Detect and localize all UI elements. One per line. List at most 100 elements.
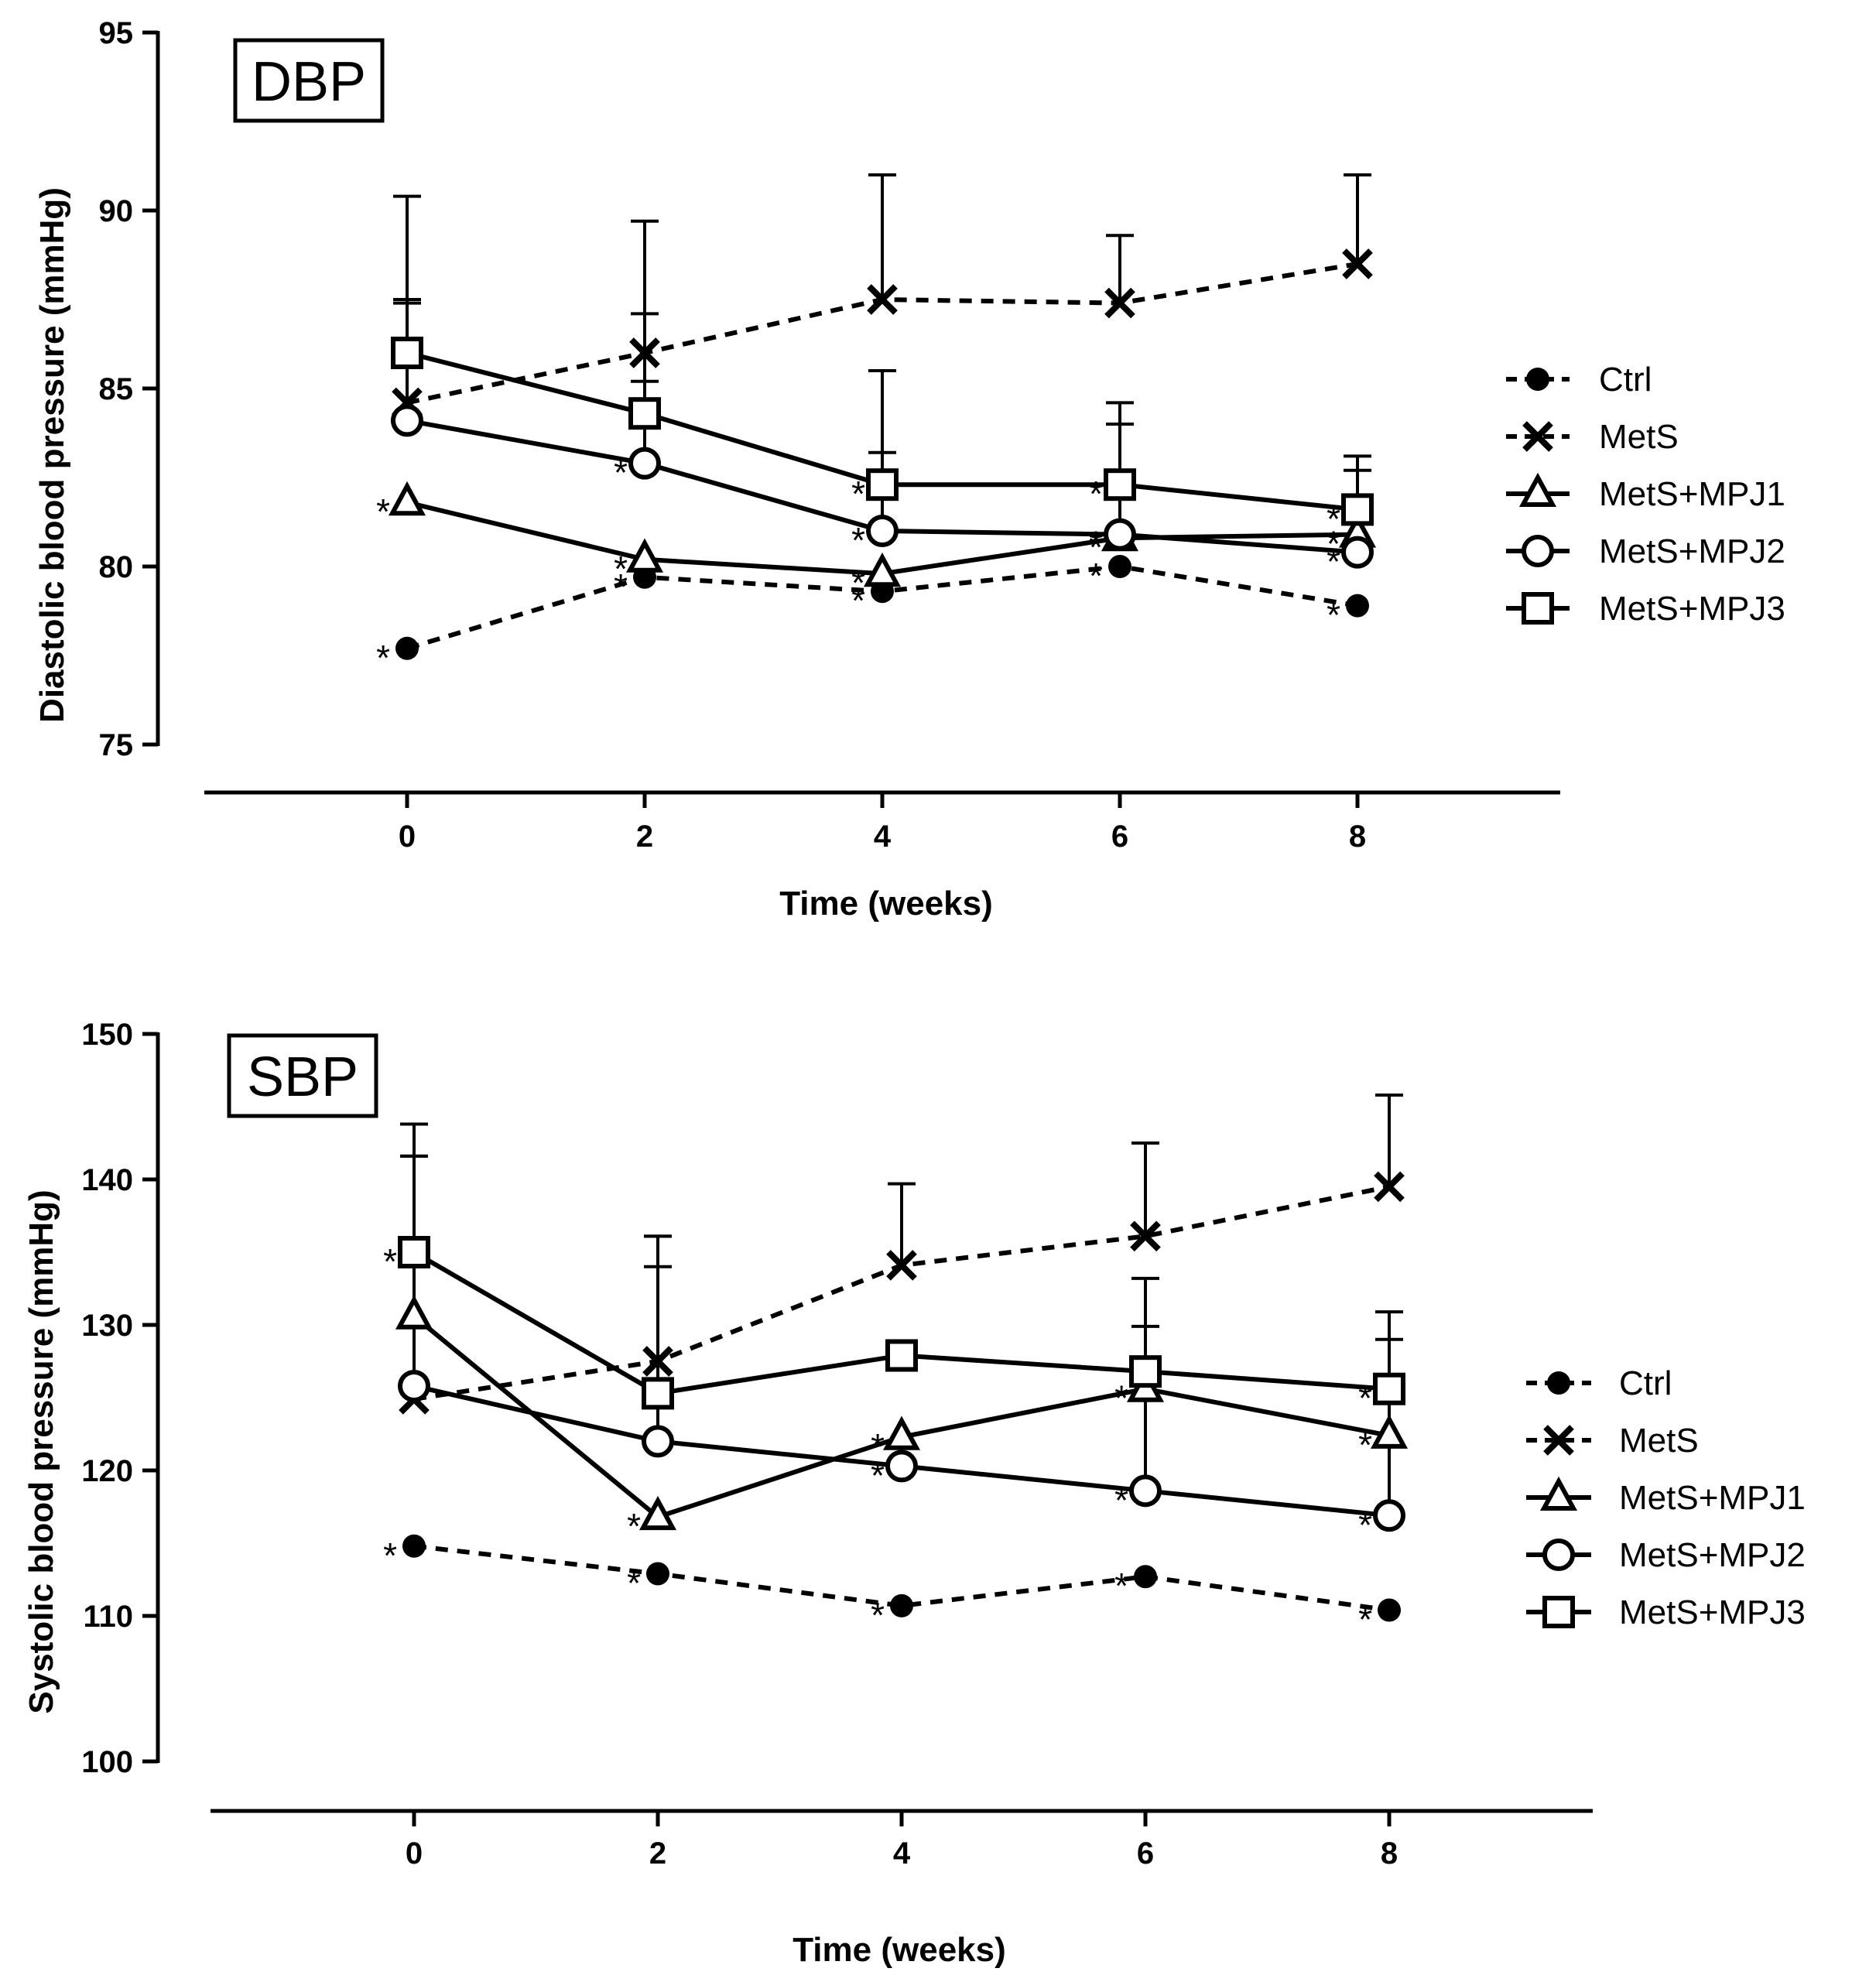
sbp-legend-label-mets-mpj3: MetS+MPJ3 [1619, 1593, 1806, 1631]
sbp-point-ctrl [1378, 1598, 1401, 1622]
dbp-significance-star-mets-mpj2: * [614, 453, 628, 493]
sbp-significance-star-mets-mpj1: * [627, 1506, 641, 1546]
dbp-point-mets-mpj2 [391, 404, 423, 437]
dbp-legend-marker-mets-mpj3 [1522, 592, 1554, 625]
sbp-point-ctrl [890, 1593, 913, 1617]
sbp-significance-star-ctrl: * [871, 1595, 885, 1635]
sbp-point-mets-mpj1 [395, 1295, 433, 1330]
sbp-x-tick-label: 0 [406, 1836, 423, 1871]
dbp-x-tick-label: 8 [1349, 820, 1366, 854]
sbp-series-line-ctrl [413, 1543, 1390, 1613]
dbp-significance-star-mets-mpj1: * [851, 563, 865, 603]
sbp-panel-label-box [227, 1033, 378, 1118]
sbp-y-tick-label: 140 [81, 1163, 133, 1197]
dbp-significance-star-mets-mpj1: * [614, 549, 628, 589]
sbp-series-line-mets-mpj3 [413, 1250, 1390, 1396]
sbp-axes: 100 110 120 130 140 150 0 2 4 6 8 [81, 1018, 1593, 1871]
dbp-significance-star-ctrl: * [851, 580, 865, 621]
dbp-point-mets [867, 284, 898, 315]
sbp-significance-star-mets-mpj1: * [1114, 1378, 1128, 1419]
dbp-panel-label: DBP [252, 51, 366, 113]
dbp-point-ctrl [1346, 594, 1369, 618]
sbp-point-mets-mpj3 [885, 1339, 918, 1372]
dbp-legend-label-mets-mpj2: MetS+MPJ2 [1599, 532, 1785, 570]
sbp-point-mets-mpj2 [398, 1369, 430, 1402]
dbp-significance-star-mets-mpj3: * [1089, 474, 1103, 514]
sbp-point-ctrl [402, 1534, 426, 1558]
dbp-point-mets-mpj2 [628, 447, 661, 480]
sbp-x-tick-label: 4 [893, 1836, 911, 1871]
dbp-legend-marker-mets-mpj2 [1522, 535, 1554, 567]
dbp-significance-star-ctrl: * [1089, 556, 1103, 596]
sbp-chart-panel: SBP Systolic blood pressure (mmHg) Time … [22, 1018, 1806, 1969]
dbp-y-axis-title: Diastolic blood pressure (mmHg) [33, 187, 71, 723]
dbp-x-tick-label: 4 [874, 820, 892, 854]
dbp-x-axis-title: Time (weeks) [779, 885, 993, 922]
sbp-point-mets-mpj1 [1370, 1414, 1409, 1449]
sbp-point-ctrl [1134, 1565, 1157, 1589]
sbp-point-mets [642, 1346, 673, 1377]
sbp-significance-star-mets-mpj2: * [1114, 1480, 1128, 1520]
dbp-legend: Ctrl MetS MetS+MPJ1 MetS+MPJ2 MetS+MPJ3 [1506, 361, 1785, 628]
sbp-point-ctrl [646, 1562, 669, 1586]
dbp-point-mets-mpj3 [1104, 468, 1136, 501]
sbp-y-tick-label: 150 [81, 1018, 133, 1052]
sbp-significance-star-ctrl: * [383, 1535, 397, 1576]
dbp-point-mets-mpj3 [866, 468, 899, 501]
sbp-significance-star-ctrl: * [1114, 1566, 1128, 1606]
dbp-y-tick-label: 75 [99, 728, 134, 762]
dbp-point-ctrl [1108, 555, 1131, 578]
dbp-point-mets-mpj2 [866, 515, 899, 547]
dbp-legend-label-mets: MetS [1599, 418, 1679, 456]
dbp-y-tick-label: 85 [99, 372, 134, 406]
dbp-panel-label-box [233, 38, 385, 123]
dbp-point-mets-mpj1 [863, 552, 902, 587]
sbp-significance-star-mets-mpj3: * [1358, 1378, 1372, 1419]
sbp-legend-marker-mets-mpj3 [1542, 1596, 1575, 1628]
dbp-point-mets-mpj3 [628, 397, 661, 430]
dbp-significance-star-mets-mpj1: * [1089, 527, 1103, 567]
dbp-significance-star-mets-mpj2: * [1327, 542, 1340, 582]
sbp-legend-marker-mets [1543, 1425, 1574, 1456]
sbp-point-mets-mpj3 [1373, 1372, 1405, 1405]
dbp-legend-marker-ctrl [1526, 368, 1549, 391]
sbp-significance-star-ctrl: * [627, 1563, 641, 1603]
sbp-panel-label: SBP [247, 1046, 358, 1108]
sbp-legend-label-ctrl: Ctrl [1619, 1364, 1672, 1402]
sbp-point-mets-mpj2 [885, 1450, 918, 1483]
sbp-point-mets-mpj1 [882, 1415, 921, 1450]
sbp-legend-label-mets: MetS [1619, 1422, 1699, 1460]
sbp-legend-marker-mets-mpj1 [1539, 1476, 1578, 1511]
sbp-y-tick-label: 130 [81, 1309, 133, 1343]
dbp-legend-label-ctrl: Ctrl [1599, 361, 1652, 399]
dbp-significance-star-ctrl: * [614, 566, 628, 607]
dbp-point-mets-mpj2 [1341, 536, 1374, 569]
sbp-significance-star-mets-mpj1: * [871, 1426, 885, 1467]
dbp-significance-star-mets-mpj1: * [376, 491, 390, 532]
sbp-plot-area: ************** [383, 1093, 1409, 1639]
sbp-y-tick-label: 110 [83, 1600, 133, 1634]
sbp-y-axis-title: Systolic blood pressure (mmHg) [22, 1189, 60, 1713]
sbp-point-mets-mpj3 [1129, 1355, 1162, 1388]
dbp-axes: 75 80 85 90 95 0 2 4 6 8 [99, 16, 1560, 854]
sbp-point-mets-mpj2 [1129, 1474, 1162, 1508]
dbp-x-tick-label: 2 [636, 820, 653, 854]
sbp-point-mets-mpj3 [398, 1236, 430, 1268]
dbp-significance-star-mets-mpj3: * [851, 474, 865, 514]
sbp-legend: Ctrl MetS MetS+MPJ1 MetS+MPJ2 MetS+MPJ3 [1526, 1364, 1806, 1631]
dbp-significance-star-mets-mpj2: * [851, 520, 865, 560]
sbp-y-tick-label: 120 [81, 1454, 133, 1488]
dbp-point-mets-mpj1 [388, 481, 426, 516]
sbp-significance-star-mets-mpj3: * [383, 1241, 397, 1282]
sbp-legend-label-mets-mpj2: MetS+MPJ2 [1619, 1536, 1806, 1574]
sbp-x-axis-title: Time (weeks) [793, 1931, 1006, 1969]
sbp-x-tick-label: 8 [1381, 1836, 1398, 1871]
dbp-y-tick-label: 80 [99, 550, 134, 584]
dbp-significance-star-mets-mpj2: * [1089, 524, 1103, 564]
dbp-point-mets [629, 337, 660, 368]
dbp-x-tick-label: 6 [1111, 820, 1128, 854]
sbp-point-mets [886, 1250, 917, 1281]
dbp-y-tick-label: 95 [99, 16, 134, 50]
dbp-point-mets-mpj3 [391, 337, 423, 369]
